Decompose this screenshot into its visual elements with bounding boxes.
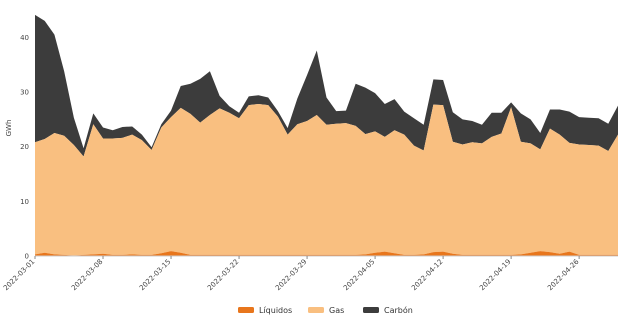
legend-swatch bbox=[238, 307, 254, 313]
y-tick-label: 30 bbox=[20, 89, 29, 97]
x-tick-label: 2022-03-15 bbox=[138, 258, 172, 292]
x-tick-label: 2022-04-12 bbox=[410, 258, 444, 292]
series-area-l-quidos bbox=[35, 251, 618, 256]
y-tick-label: 40 bbox=[20, 34, 29, 42]
legend-label: Gas bbox=[329, 306, 344, 315]
x-tick-label: 2022-04-05 bbox=[342, 258, 376, 292]
x-tick-label: 2022-04-26 bbox=[546, 257, 581, 292]
x-tick-label: 2022-03-08 bbox=[70, 258, 104, 292]
y-axis-ticks: 0 10 20 30 40 bbox=[20, 34, 29, 261]
y-axis-label: GWh bbox=[5, 120, 13, 137]
y-tick-label: 0 bbox=[25, 253, 29, 261]
series-area-carb-n bbox=[35, 14, 618, 157]
x-tick-label: 2022-03-22 bbox=[206, 258, 240, 292]
legend-label: Líquidos bbox=[259, 306, 292, 315]
legend-swatch bbox=[308, 307, 324, 313]
series-area-gas bbox=[35, 104, 618, 256]
chart-areas bbox=[35, 14, 618, 256]
x-tick-label: 2022-04-19 bbox=[478, 258, 512, 292]
legend-label: Carbón bbox=[384, 305, 413, 315]
chart-legend: Líquidos Gas Carbón bbox=[238, 305, 413, 315]
y-tick-label: 10 bbox=[20, 198, 29, 206]
x-tick-label: 2022-03-29 bbox=[274, 258, 308, 292]
x-axis-ticks: 2022-03-01 2022-03-08 2022-03-15 2022-03-22… bbox=[2, 256, 581, 292]
y-tick-label: 20 bbox=[20, 143, 29, 151]
legend-swatch bbox=[363, 307, 379, 313]
x-tick-label: 2022-03-01 bbox=[2, 258, 36, 292]
